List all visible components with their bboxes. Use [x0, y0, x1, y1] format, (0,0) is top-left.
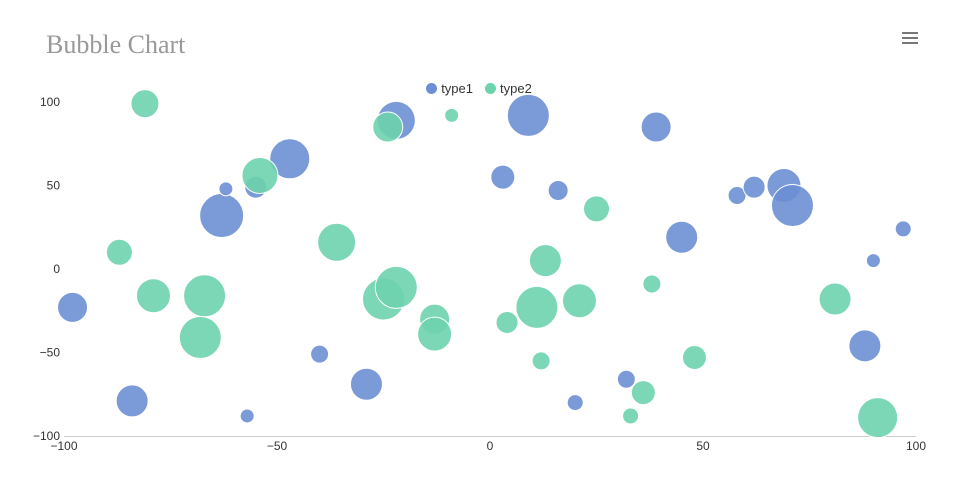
bubble-type1[interactable] — [547, 180, 569, 202]
bubble-type1[interactable] — [770, 184, 814, 228]
bubble-type2[interactable] — [183, 274, 227, 318]
bubble-type2[interactable] — [642, 274, 662, 294]
chart-legend: type1 type2 — [0, 79, 958, 97]
bubble-type1[interactable] — [115, 384, 149, 418]
y-tick-label: 0 — [53, 262, 60, 276]
bubble-type2[interactable] — [681, 345, 707, 371]
x-tick-label: 50 — [696, 439, 710, 453]
bubble-type2[interactable] — [561, 283, 597, 319]
legend-marker-type2 — [485, 82, 496, 94]
legend-item-type1[interactable]: type1 — [426, 79, 473, 97]
bubble-type1[interactable] — [310, 344, 330, 364]
bubble-type1[interactable] — [727, 186, 747, 206]
y-tick-label: −100 — [33, 429, 60, 443]
bubble-type1[interactable] — [894, 220, 912, 238]
bubble-type1[interactable] — [665, 220, 699, 254]
bubble-type2[interactable] — [372, 111, 404, 143]
hamburger-menu-icon[interactable] — [896, 28, 924, 50]
bubble-type2[interactable] — [818, 282, 852, 316]
bubble-type1[interactable] — [57, 291, 89, 323]
bubble-type1[interactable] — [506, 93, 550, 137]
bubble-type1[interactable] — [218, 181, 234, 197]
chart-title: Bubble Chart — [46, 30, 186, 59]
x-tick-label: −50 — [267, 439, 288, 453]
x-tick-label: 0 — [487, 439, 494, 453]
bubble-type1[interactable] — [848, 329, 882, 363]
legend-marker-type1 — [426, 82, 438, 94]
x-tick-label: −100 — [50, 439, 77, 453]
bubble-type1[interactable] — [349, 367, 383, 401]
series-type1 — [57, 93, 912, 424]
bubble-type2[interactable] — [130, 89, 160, 119]
bubble-type1[interactable] — [865, 253, 881, 269]
y-tick-label: 50 — [47, 179, 61, 193]
bubble-type2[interactable] — [528, 244, 562, 278]
bubble-type2[interactable] — [444, 107, 460, 123]
bubble-type1[interactable] — [616, 369, 636, 389]
legend-label-type2: type2 — [500, 80, 532, 96]
y-tick-label: −50 — [40, 346, 61, 360]
bubble-type1[interactable] — [490, 164, 516, 190]
bubble-type1[interactable] — [199, 193, 245, 239]
bubble-type1[interactable] — [239, 408, 255, 424]
bubble-type2[interactable] — [105, 238, 133, 266]
bubble-type1[interactable] — [566, 394, 584, 412]
bubble-type2[interactable] — [531, 351, 551, 371]
bubble-type2[interactable] — [135, 278, 171, 314]
bubble-type2[interactable] — [178, 315, 222, 359]
bubble-type2[interactable] — [495, 310, 519, 334]
bubble-type1[interactable] — [742, 175, 766, 199]
bubble-type2[interactable] — [630, 380, 656, 406]
x-tick-label: 100 — [906, 439, 926, 453]
bubble-type2[interactable] — [622, 407, 640, 425]
bubble-type2[interactable] — [241, 156, 279, 194]
legend-label-type1: type1 — [441, 80, 473, 96]
legend-item-type2[interactable]: type2 — [485, 79, 532, 97]
bubble-type1[interactable] — [640, 111, 672, 143]
bubble-type2[interactable] — [515, 285, 559, 329]
bubble-type2[interactable] — [857, 397, 899, 439]
series-type2 — [105, 89, 899, 439]
bubble-type2[interactable] — [317, 222, 357, 262]
bubble-type2[interactable] — [417, 316, 453, 352]
y-tick-label: 100 — [40, 95, 60, 109]
bubble-type2[interactable] — [583, 195, 610, 223]
bubble-type2[interactable] — [374, 265, 418, 309]
bubble-type1[interactable] — [269, 138, 311, 180]
